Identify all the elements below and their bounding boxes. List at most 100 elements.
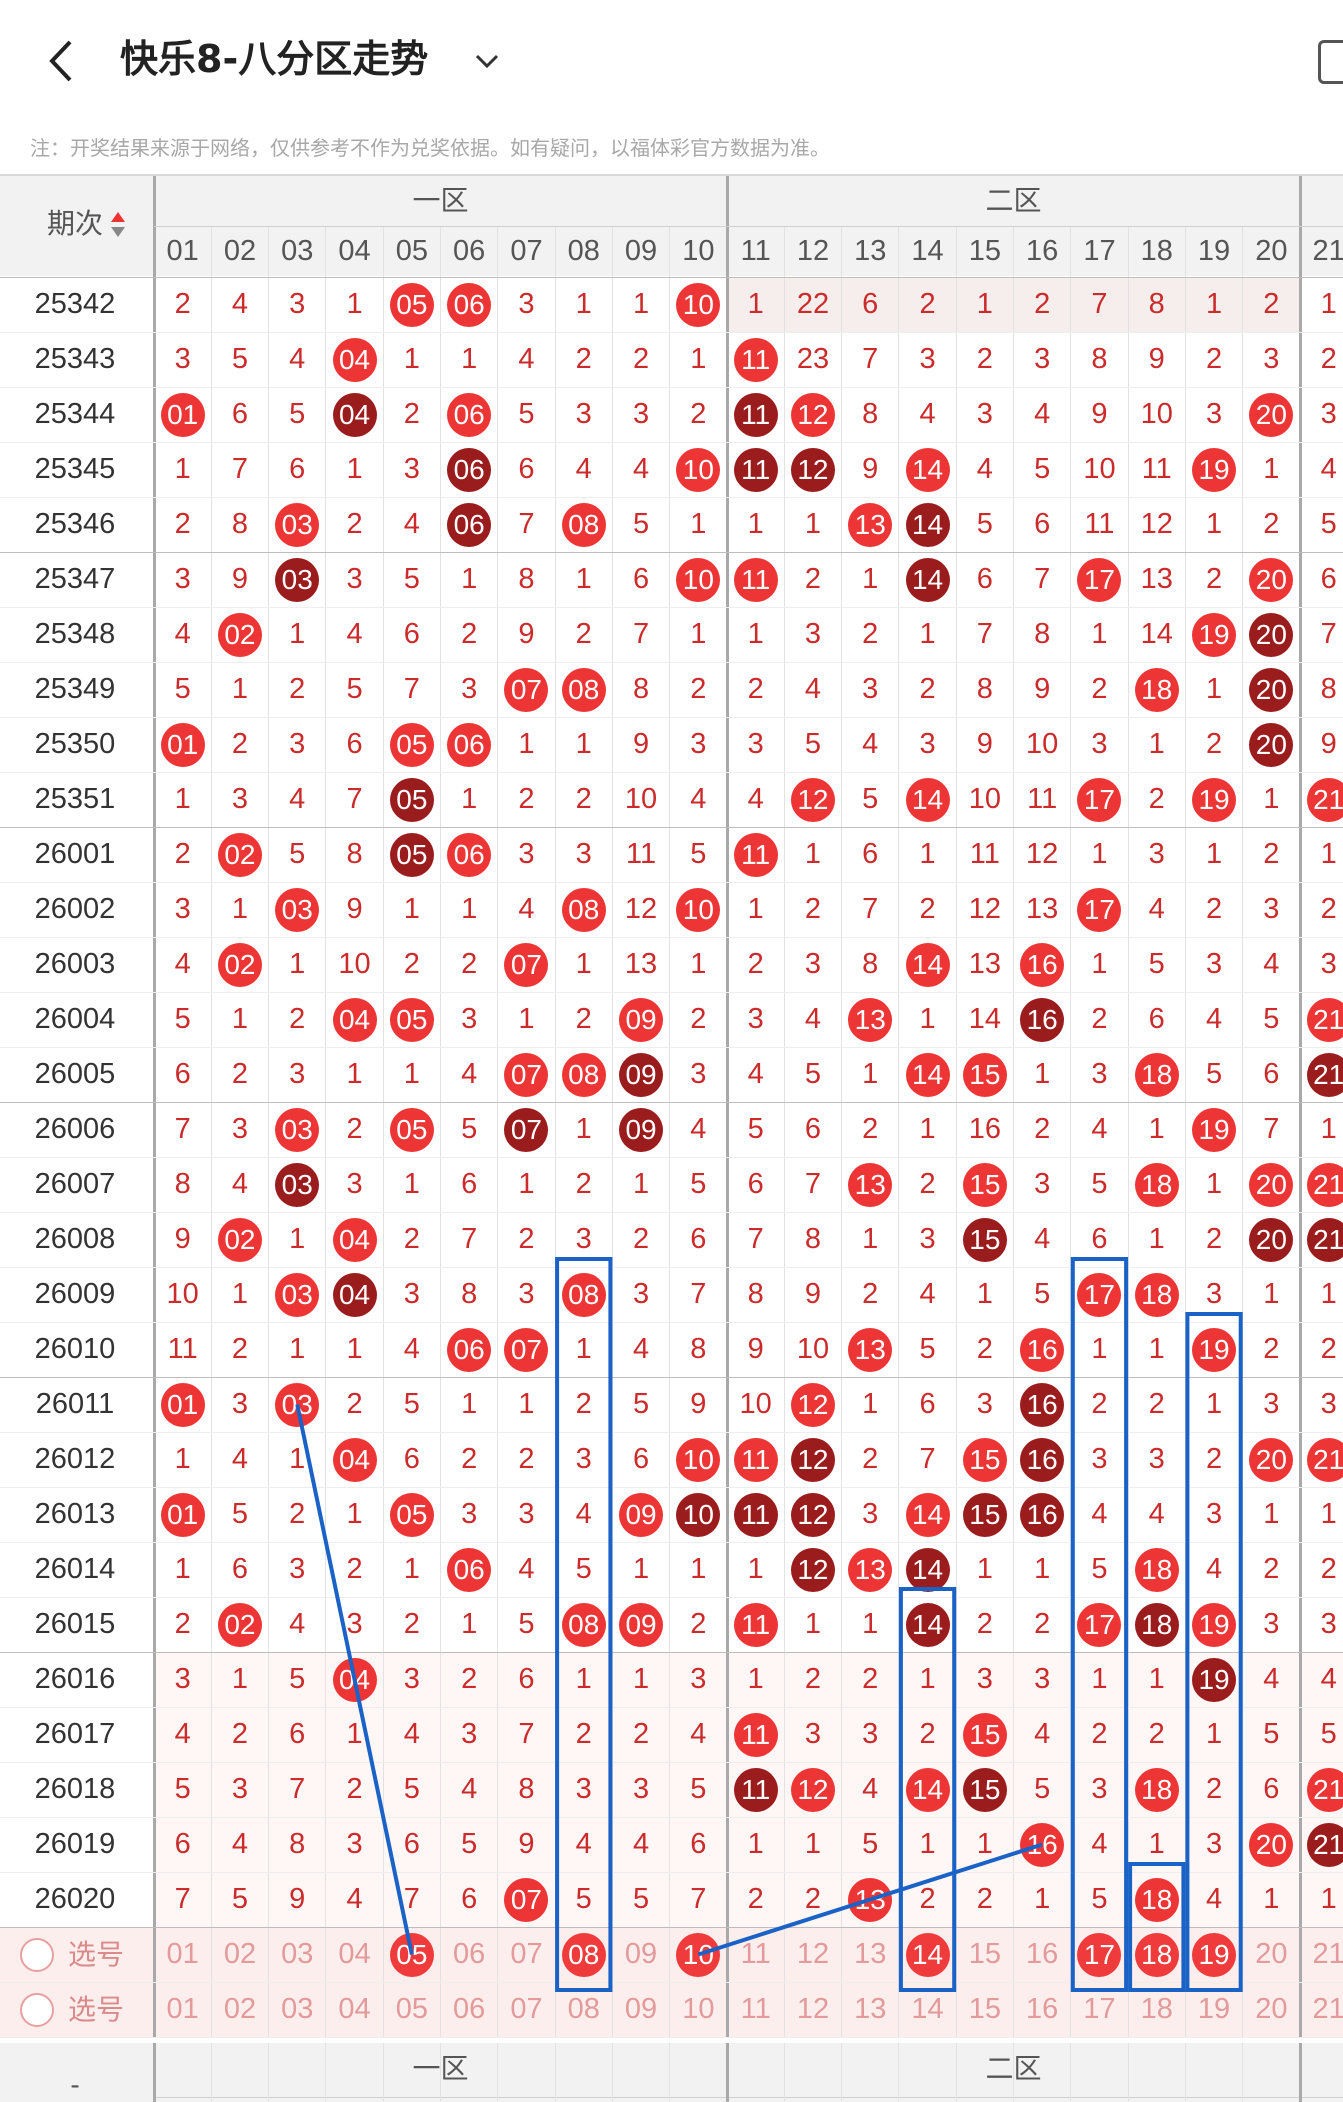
- select-ball-selected[interactable]: 10: [676, 1932, 721, 1977]
- miss-count: 1: [1320, 288, 1337, 320]
- select-number[interactable]: 09: [624, 1993, 658, 2025]
- footer-col-line: [783, 2043, 785, 2102]
- hline: [0, 552, 1343, 553]
- select-number[interactable]: 15: [968, 1938, 1001, 1970]
- number-ball: 05: [389, 997, 434, 1042]
- miss-count: 5: [1091, 1553, 1108, 1585]
- select-number[interactable]: 07: [510, 1938, 543, 1970]
- select-radio[interactable]: [20, 1992, 54, 2027]
- number-ball: 06: [447, 447, 492, 492]
- hline: [0, 1157, 1343, 1158]
- miss-count: 3: [575, 838, 592, 870]
- top-bar: 快乐8-八分区走势: [0, 0, 1343, 125]
- hline: [154, 226, 1343, 227]
- select-number[interactable]: 11: [740, 1993, 771, 2025]
- miss-count: 3: [231, 1773, 249, 1805]
- miss-count: 1: [1263, 1278, 1280, 1310]
- select-ball-selected[interactable]: 14: [905, 1932, 950, 1977]
- select-number[interactable]: 21: [1312, 1938, 1343, 1970]
- select-number[interactable]: 09: [624, 1938, 658, 1970]
- col-line: [783, 226, 785, 2037]
- number-ball: 11: [733, 1492, 778, 1537]
- select-ball-selected[interactable]: 05: [389, 1932, 434, 1977]
- miss-count: 5: [976, 508, 993, 540]
- col-line: [725, 176, 729, 2037]
- footer-col-line: [1298, 2043, 1302, 2102]
- miss-count: 4: [1091, 1113, 1108, 1145]
- miss-count: 2: [919, 1718, 936, 1750]
- select-label[interactable]: 选号: [68, 1937, 125, 1971]
- select-number[interactable]: 18: [1140, 1993, 1173, 2025]
- sort-arrows-icon[interactable]: [110, 210, 126, 240]
- number-ball: 19: [1192, 1107, 1237, 1152]
- select-ball-selected[interactable]: 18: [1134, 1932, 1179, 1977]
- select-number[interactable]: 01: [166, 1993, 199, 2025]
- miss-count: 1: [1205, 508, 1223, 540]
- miss-count: 6: [289, 453, 306, 485]
- select-number[interactable]: 06: [453, 1938, 486, 1970]
- select-number[interactable]: 08: [567, 1993, 600, 2025]
- miss-count: 1: [976, 1828, 993, 1860]
- miss-count: 2: [1091, 673, 1108, 705]
- select-number[interactable]: 21: [1312, 1993, 1343, 2025]
- select-number[interactable]: 06: [453, 1993, 486, 2025]
- miss-count: 3: [289, 728, 306, 760]
- select-radio[interactable]: [20, 1937, 54, 1972]
- select-number[interactable]: 12: [796, 1993, 830, 2025]
- select-ball-selected[interactable]: 17: [1077, 1932, 1122, 1977]
- miss-count: 5: [518, 398, 535, 430]
- select-number[interactable]: 11: [740, 1938, 771, 1970]
- page-title[interactable]: 快乐8-八分区走势: [120, 37, 429, 81]
- select-number[interactable]: 17: [1083, 1993, 1116, 2025]
- miss-count: 13: [624, 948, 658, 980]
- select-number[interactable]: 01: [166, 1938, 199, 1970]
- miss-count: 10: [1083, 453, 1116, 485]
- select-number[interactable]: 03: [281, 1993, 314, 2025]
- select-number[interactable]: 05: [395, 1993, 428, 2025]
- chevron-down-icon[interactable]: [472, 46, 502, 76]
- period-header[interactable]: 期次: [46, 207, 103, 240]
- miss-count: 2: [1205, 893, 1223, 925]
- miss-count: 5: [919, 1333, 936, 1365]
- select-number[interactable]: 02: [223, 1938, 257, 1970]
- chevron-left-icon[interactable]: [38, 36, 88, 86]
- miss-count: 6: [632, 563, 650, 595]
- select-number[interactable]: 07: [510, 1993, 543, 2025]
- select-number[interactable]: 13: [854, 1938, 887, 1970]
- select-number[interactable]: 16: [1026, 1938, 1059, 1970]
- select-number[interactable]: 20: [1255, 1993, 1288, 2025]
- select-number[interactable]: 14: [911, 1993, 944, 2025]
- disclaimer-note: 注：开奖结果来源于网络，仅供参考不作为兑奖依据。如有疑问，以福体彩官方数据为准。: [30, 136, 830, 160]
- select-ball-selected[interactable]: 19: [1192, 1932, 1237, 1977]
- number-ball: 13: [848, 1327, 893, 1372]
- miss-count: 3: [804, 618, 822, 650]
- select-number[interactable]: 13: [854, 1993, 887, 2025]
- miss-count: 1: [461, 783, 478, 815]
- select-ball-selected[interactable]: 08: [561, 1932, 606, 1977]
- number-ball: 07: [504, 1052, 549, 1097]
- number-ball: 09: [619, 1492, 664, 1537]
- miss-count: 4: [518, 1553, 535, 1585]
- column-header-14: 14: [911, 235, 944, 267]
- select-label[interactable]: 选号: [68, 1992, 125, 2026]
- select-number[interactable]: 19: [1197, 1993, 1231, 2025]
- number-ball: 13: [848, 1877, 893, 1922]
- miss-count: 7: [976, 618, 993, 650]
- select-number[interactable]: 20: [1255, 1938, 1288, 1970]
- select-number[interactable]: 02: [223, 1993, 257, 2025]
- miss-count: 4: [346, 1883, 363, 1915]
- select-number[interactable]: 15: [968, 1993, 1001, 2025]
- miss-count: 2: [1320, 1333, 1337, 1365]
- number-ball: 19: [1192, 447, 1237, 492]
- phone-icon[interactable]: [1318, 40, 1343, 84]
- select-number[interactable]: 03: [281, 1938, 314, 1970]
- select-number[interactable]: 10: [682, 1993, 715, 2025]
- miss-count: 4: [231, 1168, 249, 1200]
- select-number[interactable]: 12: [796, 1938, 830, 1970]
- miss-count: 4: [1034, 1718, 1051, 1750]
- select-number[interactable]: 04: [338, 1938, 371, 1970]
- miss-count: 2: [1320, 893, 1337, 925]
- miss-count: 6: [632, 1443, 650, 1475]
- select-number[interactable]: 16: [1026, 1993, 1059, 2025]
- select-number[interactable]: 04: [338, 1993, 371, 2025]
